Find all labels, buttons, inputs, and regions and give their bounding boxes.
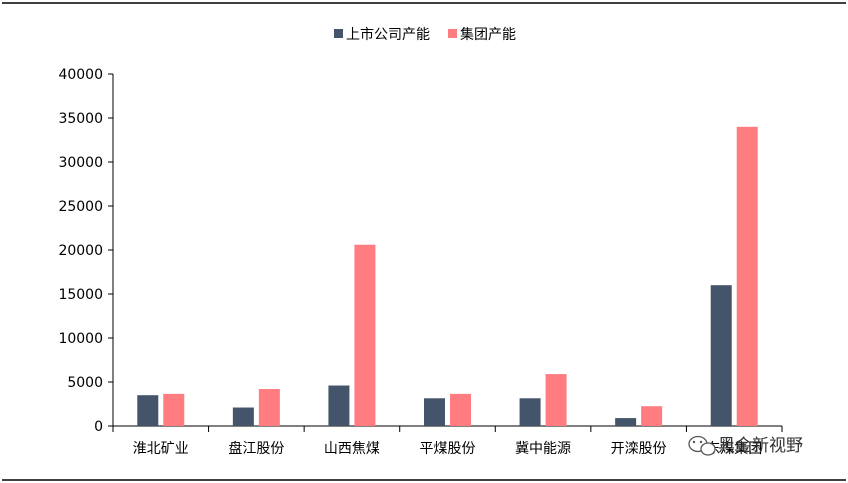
x-tick-label: 山西焦煤	[324, 441, 380, 457]
legend-label: 集团产能	[460, 26, 516, 43]
bar-listed-company-1	[232, 407, 254, 426]
y-axis: 0 5000 10000 15000 20000 25000 30000 35000 40000	[58, 67, 114, 435]
y-tick-label: 25000	[58, 199, 103, 215]
y-tick-label: 10000	[58, 331, 103, 347]
bar-group-0	[163, 393, 185, 426]
wechat-icon	[688, 435, 716, 456]
legend-swatch	[448, 29, 457, 38]
legend-swatch	[334, 29, 343, 38]
bars	[137, 126, 758, 427]
bar-group-5	[641, 406, 663, 426]
x-tick-label: 平煤股份	[420, 441, 476, 457]
y-tick-label: 40000	[58, 67, 103, 83]
x-tick-label: 冀中能源	[515, 441, 571, 457]
bar-group-2	[354, 244, 376, 426]
x-axis: 淮北矿业 盘江股份 山西焦煤 平煤股份 冀中能源 开滦股份 东煤集团	[112, 425, 783, 457]
x-tick-label: 盘江股份	[228, 440, 284, 457]
legend-label: 上市公司产能	[346, 26, 430, 43]
bar-group-4	[545, 374, 567, 426]
bar-listed-company-5	[615, 418, 637, 426]
y-tick-label: 20000	[58, 243, 103, 259]
x-tick-label: 开滦股份	[611, 441, 667, 457]
legend: 上市公司产能 集团产能	[334, 26, 516, 43]
y-tick-label: 5000	[67, 375, 103, 391]
bar-group-3	[450, 393, 471, 426]
y-tick-label: 15000	[58, 287, 103, 303]
bar-group-1	[258, 389, 280, 426]
bar-listed-company-4	[519, 398, 541, 426]
bar-listed-company-2	[328, 385, 350, 426]
x-tick-label: 东煤集团	[706, 440, 762, 457]
watermark: 黑金新视野	[688, 435, 803, 456]
y-tick-label: 0	[94, 419, 103, 435]
bar-listed-company-0	[137, 395, 159, 426]
x-tick-label: 淮北矿业	[133, 441, 189, 457]
watermark-text: 黑金新视野	[718, 436, 803, 456]
bar-group-6	[736, 126, 758, 427]
y-tick-label: 30000	[58, 155, 103, 171]
y-tick-label: 35000	[58, 111, 103, 127]
bar-listed-company-3	[424, 398, 445, 426]
bar-listed-company-6	[710, 285, 732, 426]
